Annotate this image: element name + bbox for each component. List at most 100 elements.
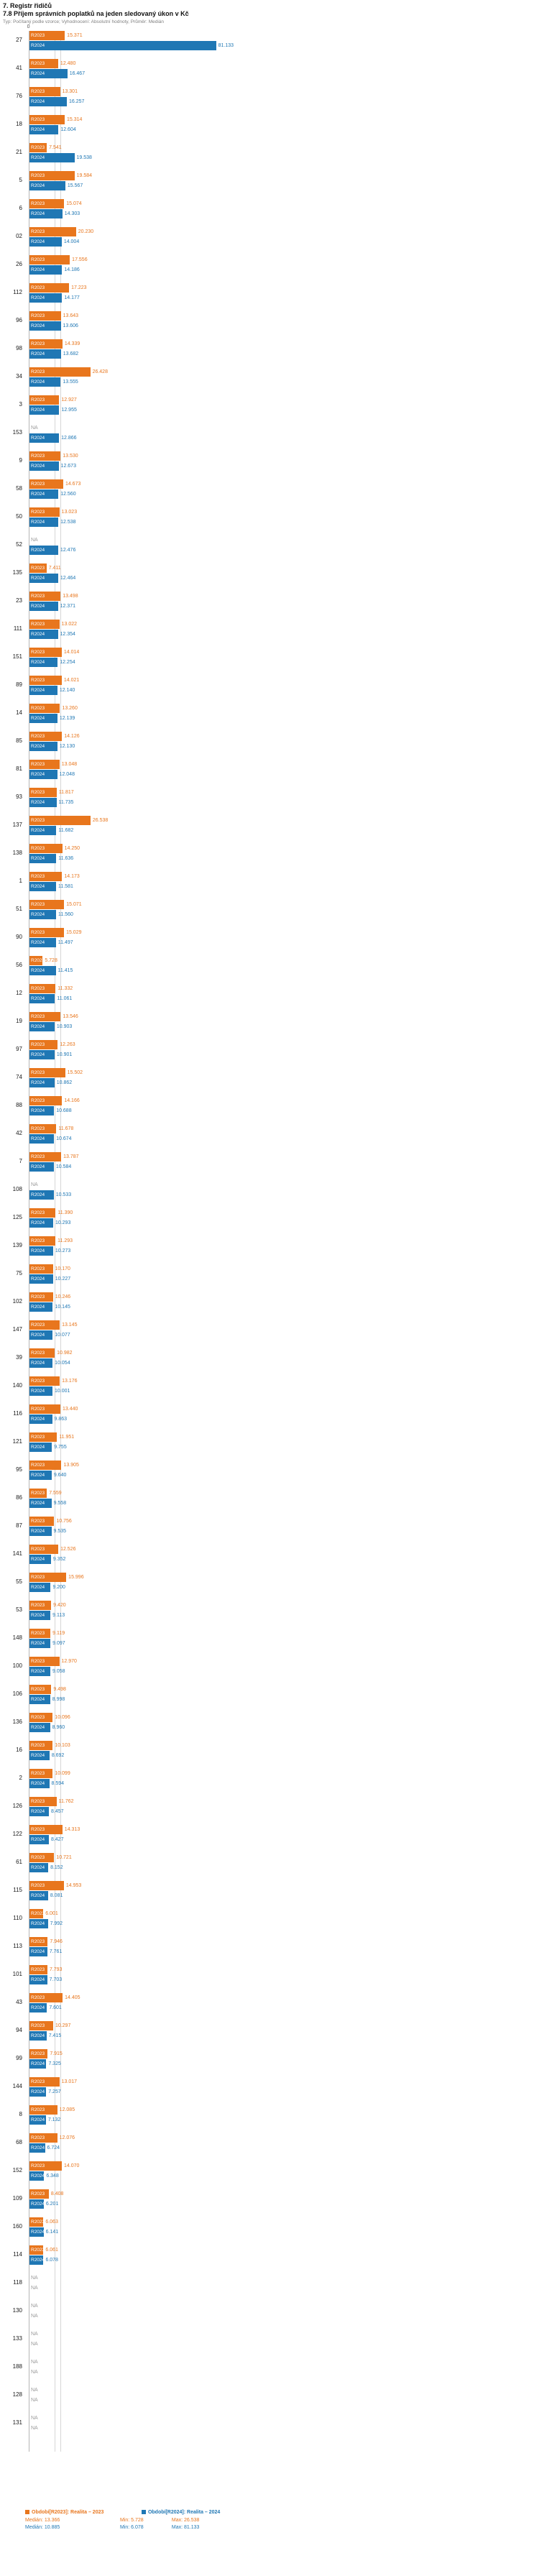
bar-r2023[interactable]: R2023: [29, 1853, 55, 1862]
bar-r2024[interactable]: R2024: [29, 1190, 54, 1200]
bar-r2023[interactable]: R2023: [29, 2189, 49, 2199]
bar-r2023[interactable]: R2023: [29, 2133, 57, 2143]
bar-r2024[interactable]: R2024: [29, 41, 216, 50]
bar-r2024[interactable]: R2024: [29, 2059, 47, 2069]
bar-r2024[interactable]: R2024: [29, 1555, 51, 1564]
bar-r2023[interactable]: R2023: [29, 1657, 60, 1666]
bar-r2023[interactable]: R2023: [29, 648, 62, 657]
bar-r2024[interactable]: R2024: [29, 1779, 50, 1788]
bar-r2024[interactable]: R2024: [29, 1078, 55, 1087]
bar-r2023[interactable]: R2023: [29, 1601, 52, 1610]
bar-r2024[interactable]: R2024: [29, 1499, 52, 1508]
bar-r2023[interactable]: R2023: [29, 2161, 63, 2171]
bar-r2023[interactable]: R2023: [29, 1881, 64, 1890]
bar-r2024[interactable]: R2024: [29, 742, 57, 751]
bar-r2023[interactable]: R2023: [29, 1460, 62, 1470]
bar-r2023[interactable]: R2023: [29, 704, 60, 713]
bar-r2024[interactable]: R2024: [29, 1162, 54, 1172]
bar-r2023[interactable]: R2023: [29, 732, 63, 741]
bar-r2023[interactable]: R2023: [29, 1432, 57, 1442]
bar-r2024[interactable]: R2024: [29, 1835, 49, 1844]
bar-r2024[interactable]: R2024: [29, 2199, 44, 2209]
bar-r2023[interactable]: R2023: [29, 143, 47, 152]
bar-r2023[interactable]: R2023: [29, 1825, 63, 1834]
bar-r2024[interactable]: R2024: [29, 237, 62, 247]
bar-r2024[interactable]: R2024: [29, 1723, 50, 1732]
bar-r2023[interactable]: R2023: [29, 479, 63, 489]
bar-r2024[interactable]: R2024: [29, 2031, 47, 2041]
bar-r2024[interactable]: R2024: [29, 1807, 50, 1816]
bar-r2023[interactable]: R2023: [29, 1629, 51, 1638]
bar-r2024[interactable]: R2024: [29, 2087, 47, 2097]
bar-r2024[interactable]: R2024: [29, 349, 61, 359]
bar-r2023[interactable]: R2023: [29, 1769, 53, 1778]
bar-r2024[interactable]: R2024: [29, 377, 61, 387]
bar-r2023[interactable]: R2023: [29, 1965, 47, 1974]
bar-r2023[interactable]: R2023: [29, 395, 60, 405]
bar-r2023[interactable]: R2023: [29, 1741, 53, 1750]
bar-r2023[interactable]: R2023: [29, 1545, 59, 1554]
bar-r2024[interactable]: R2024: [29, 826, 57, 835]
bar-r2024[interactable]: R2024: [29, 1527, 52, 1536]
bar-r2024[interactable]: R2024: [29, 770, 57, 779]
bar-r2024[interactable]: R2024: [29, 1274, 53, 1284]
bar-r2023[interactable]: R2023: [29, 928, 65, 937]
bar-r2024[interactable]: R2024: [29, 854, 57, 863]
bar-r2024[interactable]: R2024: [29, 181, 65, 190]
bar-r2023[interactable]: R2023: [29, 255, 70, 264]
bar-r2024[interactable]: R2024: [29, 153, 75, 162]
bar-r2023[interactable]: R2023: [29, 1208, 56, 1218]
bar-r2024[interactable]: R2024: [29, 518, 59, 527]
bar-r2023[interactable]: R2023: [29, 367, 91, 377]
bar-r2024[interactable]: R2024: [29, 546, 58, 555]
bar-r2024[interactable]: R2024: [29, 125, 59, 134]
bar-r2024[interactable]: R2024: [29, 1919, 48, 1928]
bar-r2024[interactable]: R2024: [29, 1106, 55, 1116]
bar-r2024[interactable]: R2024: [29, 994, 55, 1003]
bar-r2023[interactable]: R2023: [29, 1012, 61, 1021]
bar-r2024[interactable]: R2024: [29, 882, 57, 891]
bar-r2023[interactable]: R2023: [29, 900, 65, 909]
bar-r2023[interactable]: R2023: [29, 1517, 55, 1526]
bar-r2023[interactable]: R2023: [29, 592, 61, 601]
bar-r2023[interactable]: R2023: [29, 760, 60, 769]
bar-r2023[interactable]: R2023: [29, 1348, 55, 1358]
bar-r2024[interactable]: R2024: [29, 966, 56, 975]
bar-r2024[interactable]: R2024: [29, 461, 59, 471]
bar-r2023[interactable]: R2023: [29, 1264, 53, 1274]
bar-r2024[interactable]: R2024: [29, 714, 57, 723]
bar-r2024[interactable]: R2024: [29, 1022, 55, 1031]
bar-r2024[interactable]: R2024: [29, 1863, 49, 1872]
bar-r2024[interactable]: R2024: [29, 1050, 55, 1059]
bar-r2023[interactable]: R2023: [29, 171, 75, 180]
bar-r2024[interactable]: R2024: [29, 2143, 45, 2153]
bar-r2023[interactable]: R2023: [29, 227, 76, 236]
bar-r2023[interactable]: R2023: [29, 1124, 57, 1133]
bar-r2023[interactable]: R2023: [29, 1937, 48, 1946]
bar-r2024[interactable]: R2024: [29, 1891, 48, 1900]
bar-r2024[interactable]: R2024: [29, 2227, 44, 2237]
bar-r2023[interactable]: R2023: [29, 844, 63, 853]
bar-r2023[interactable]: R2023: [29, 676, 62, 685]
bar-r2023[interactable]: R2023: [29, 984, 56, 993]
bar-r2023[interactable]: R2023: [29, 87, 60, 96]
bar-r2024[interactable]: R2024: [29, 938, 56, 947]
bar-r2024[interactable]: R2024: [29, 1695, 50, 1704]
bar-r2024[interactable]: R2024: [29, 1751, 50, 1760]
bar-r2024[interactable]: R2024: [29, 686, 57, 695]
bar-r2023[interactable]: R2023: [29, 59, 58, 68]
bar-r2024[interactable]: R2024: [29, 1667, 50, 1676]
bar-r2024[interactable]: R2024: [29, 2171, 45, 2181]
bar-r2023[interactable]: R2023: [29, 451, 61, 461]
bar-r2024[interactable]: R2024: [29, 1330, 53, 1340]
bar-r2024[interactable]: R2024: [29, 910, 56, 919]
bar-r2023[interactable]: R2023: [29, 339, 63, 349]
bar-r2024[interactable]: R2024: [29, 97, 68, 106]
bar-r2024[interactable]: R2024: [29, 1611, 51, 1620]
bar-r2023[interactable]: R2023: [29, 1096, 63, 1105]
bar-r2023[interactable]: R2023: [29, 1573, 67, 1582]
bar-r2024[interactable]: R2024: [29, 798, 57, 807]
bar-r2023[interactable]: R2023: [29, 1320, 60, 1330]
bar-r2023[interactable]: R2023: [29, 816, 91, 825]
bar-r2023[interactable]: R2023: [29, 564, 47, 573]
